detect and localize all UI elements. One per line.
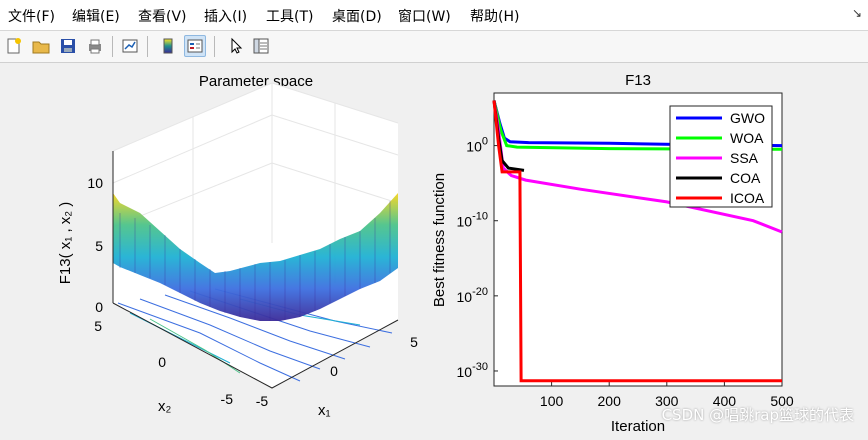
series-line-woa <box>492 100 783 151</box>
y-tick-label: 10-20 <box>457 286 488 305</box>
surface-plot: Parameter space <box>57 73 418 419</box>
x-tick-label: 400 <box>713 393 737 409</box>
x2-tick: 0 <box>158 354 166 370</box>
menu-file[interactable]: 文件(F) <box>8 9 55 25</box>
toolbar-separator <box>147 36 148 57</box>
axis-floor-edges <box>112 302 399 389</box>
convergence-plot: F13 100 200 300 400 500 100 10-10 10-20 10-30 I… <box>431 72 794 435</box>
open-file-icon[interactable] <box>30 35 52 57</box>
series-line-icoa <box>492 100 782 383</box>
z-tick: 10 <box>87 175 103 191</box>
y-axis-label: Best fitness function <box>431 173 448 307</box>
menu-view[interactable]: 查看(V) <box>138 9 187 25</box>
surface-plot-title: Parameter space <box>199 73 313 90</box>
figure-canvas: Parameter space <box>0 63 868 435</box>
save-icon[interactable] <box>57 35 79 57</box>
toolbar-separator <box>112 36 113 57</box>
z-tick: 0 <box>95 299 103 315</box>
legend-label: SSA <box>730 150 759 166</box>
x-tick-label: 200 <box>598 393 622 409</box>
menu-tools[interactable]: 工具(T) <box>266 9 314 25</box>
z-axis-label: F13( x₁ , x₂ ) <box>57 202 74 285</box>
menu-desktop[interactable]: 桌面(D) <box>332 9 382 25</box>
legend-label: ICOA <box>730 190 765 206</box>
surface-mesh <box>113 193 398 321</box>
watermark: CSDN @唱跳rap篮球的代表 <box>661 406 854 424</box>
surface-ridges <box>119 201 391 321</box>
menu-insert[interactable]: 插入(I) <box>204 9 248 25</box>
chart-title: F13 <box>625 72 651 89</box>
x-tick-label: 300 <box>655 393 679 409</box>
menu-help[interactable]: 帮助(H) <box>470 9 520 25</box>
new-figure-icon[interactable] <box>3 35 25 57</box>
x-tick-label: 500 <box>770 393 794 409</box>
legend-label: GWO <box>730 110 765 126</box>
figure-svg: Parameter space <box>57 72 794 435</box>
x-ticks: 100 200 300 400 500 <box>540 382 794 409</box>
menu-bar: 文件(F) 编辑(E) 查看(V) 插入(I) 工具(T) 桌面(D) 窗口(W… <box>0 0 868 31</box>
x1-tick: -5 <box>256 393 269 409</box>
x-tick-label: 100 <box>540 393 564 409</box>
menu-window[interactable]: 窗口(W) <box>398 9 451 25</box>
x-axis-label: Iteration <box>611 418 665 435</box>
legend[interactable]: GWO WOA SSA COA ICOA <box>669 105 773 208</box>
dock-arrow-icon[interactable]: ↘ <box>851 6 862 20</box>
axes-background <box>113 83 398 388</box>
z-tick: 5 <box>95 238 103 254</box>
x2-tick: -5 <box>221 391 234 407</box>
toolbar-separator <box>214 36 215 57</box>
y-tick-label: 10-30 <box>457 361 488 380</box>
y-tick-label: 10-10 <box>457 211 488 230</box>
legend-label: COA <box>730 170 761 186</box>
property-inspector-icon[interactable] <box>250 35 272 57</box>
print-icon[interactable] <box>84 35 106 57</box>
toolbar <box>0 31 868 63</box>
colorbar-icon[interactable] <box>157 35 179 57</box>
x1-tick: 5 <box>410 334 418 350</box>
legend-label: WOA <box>730 130 764 146</box>
x1-axis-label: x₁ <box>318 402 331 419</box>
menu-edit[interactable]: 编辑(E) <box>72 9 120 25</box>
y-tick-label: 100 <box>466 136 488 155</box>
link-plot-icon[interactable] <box>119 35 141 57</box>
x2-axis-label: x₂ <box>158 398 172 415</box>
x2-tick: 5 <box>94 318 102 334</box>
pointer-icon[interactable] <box>225 35 247 57</box>
x1-tick: 0 <box>330 363 338 379</box>
y-ticks: 100 10-10 10-20 10-30 <box>457 136 498 380</box>
legend-icon[interactable] <box>184 35 206 57</box>
